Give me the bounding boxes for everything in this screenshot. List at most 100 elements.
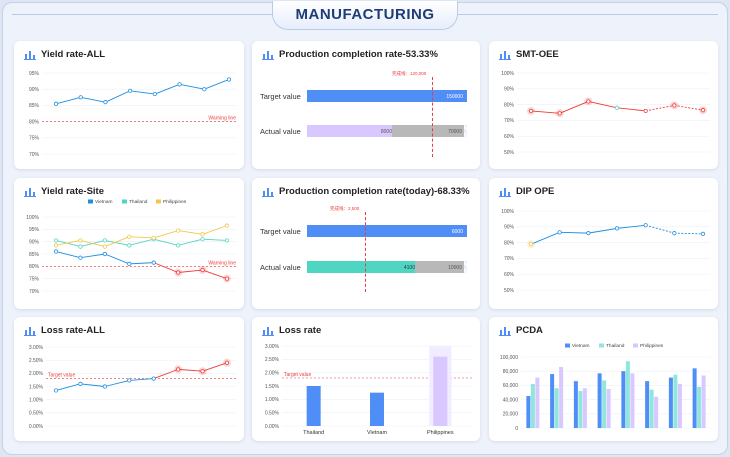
series-line-segment <box>105 90 131 103</box>
bar <box>573 381 578 428</box>
bar <box>606 388 611 428</box>
data-point <box>200 232 205 237</box>
data-point <box>151 235 156 241</box>
bar <box>433 356 448 426</box>
card-title: Loss rate-ALL <box>41 325 105 336</box>
card-yield-all: Yield rate-ALL 95% 90% 85% 80% 75% 70% Warning… <box>14 41 244 169</box>
bar <box>578 391 583 428</box>
y-tick-label: 90% <box>504 225 515 231</box>
data-point <box>224 360 230 365</box>
data-point <box>672 103 677 108</box>
page-title: MANUFACTURING <box>272 1 458 30</box>
y-tick-label: 1.50% <box>29 384 44 390</box>
y-tick-label: 80% <box>504 240 515 246</box>
y-tick-label: 3.00% <box>265 344 280 350</box>
chart-icon <box>499 327 511 336</box>
data-point <box>127 378 132 383</box>
series-line-segment <box>530 110 560 114</box>
threshold-label: Target value <box>284 372 311 378</box>
data-point <box>202 87 207 92</box>
bar <box>645 381 650 428</box>
series-line-segment <box>55 251 81 259</box>
y-tick-label: 0.00% <box>29 424 44 430</box>
actual-bar-b <box>392 125 464 137</box>
y-tick-label: 80% <box>29 119 40 125</box>
y-tick-label: 1.00% <box>29 397 44 403</box>
data-point <box>643 223 648 228</box>
data-point <box>643 108 648 114</box>
series-line-segment <box>104 239 130 246</box>
data-point <box>176 228 181 233</box>
y-tick-label: 2.00% <box>265 370 280 376</box>
legend-label: Thailand <box>606 343 625 349</box>
bar <box>597 373 602 428</box>
data-point <box>177 82 182 87</box>
data-point <box>127 261 132 266</box>
y-tick-label: 95% <box>29 227 40 233</box>
series-line-segment <box>129 238 154 246</box>
series-line-segment <box>179 83 205 90</box>
bar <box>535 377 540 428</box>
y-tick-label: 70% <box>29 289 40 295</box>
data-point <box>78 255 83 260</box>
data-point <box>78 238 83 243</box>
bar <box>625 361 630 428</box>
data-point <box>103 100 108 105</box>
header-line-left <box>12 14 274 15</box>
y-tick-label: 100% <box>501 71 514 77</box>
y-tick-label: 80% <box>29 264 40 270</box>
pcda-chart: 100,000 80,000 60,000 40,000 20,000 0 Vietnam T… <box>500 343 711 432</box>
series-line-segment <box>588 227 618 234</box>
chart-icon <box>262 327 274 336</box>
actual-value-b: 70000 <box>448 129 462 135</box>
dip-ope-chart: 100% 90% 80% 70% 60% 50% <box>501 209 710 294</box>
series-line-segment <box>202 269 228 280</box>
data-point <box>53 249 59 254</box>
series-line-segment <box>80 239 105 248</box>
series-line-segment <box>153 238 179 246</box>
y-tick-label: 100,000 <box>500 355 518 361</box>
target-value: 150000 <box>446 94 463 100</box>
data-point <box>176 243 181 248</box>
y-tick-label: 60% <box>504 272 515 278</box>
bar <box>668 377 673 428</box>
series-line-segment <box>129 262 154 265</box>
data-point <box>700 108 706 113</box>
y-tick-label: 70% <box>29 152 40 158</box>
x-tick-label: Vietnam <box>367 430 387 436</box>
card-title: Production completion rate(today)-68.33% <box>279 186 470 197</box>
y-tick-label: 0 <box>515 426 518 432</box>
data-point <box>151 260 156 265</box>
series-line-segment <box>80 383 105 387</box>
y-tick-label: 3.00% <box>29 345 44 351</box>
bar <box>697 386 702 428</box>
data-point <box>152 91 157 97</box>
completion-marker-label: 完成线：120,000 <box>392 71 427 76</box>
data-point <box>224 223 230 228</box>
series-line-segment <box>55 96 81 105</box>
data-point <box>200 267 205 273</box>
series-line-segment <box>204 79 230 90</box>
data-point <box>557 230 562 235</box>
data-point <box>128 88 133 93</box>
series-line-segment <box>178 269 203 273</box>
threshold-label: Warning line <box>208 260 236 266</box>
series-line-segment <box>616 224 646 229</box>
data-point <box>586 231 591 236</box>
series-line-segment <box>55 383 81 391</box>
legend-label: Philippines <box>640 343 664 349</box>
bar <box>530 383 535 428</box>
bar <box>550 374 555 428</box>
actual-value-a: 4100 <box>403 265 415 271</box>
series-line-segment <box>153 230 179 239</box>
series-line-segment <box>202 225 228 235</box>
data-point <box>200 369 205 374</box>
data-point <box>78 244 83 249</box>
completion-marker-line <box>432 77 433 157</box>
series-line-segment <box>104 253 130 265</box>
threshold-label: Target value <box>48 373 75 379</box>
data-point <box>557 111 562 116</box>
legend-swatch <box>633 343 638 348</box>
data-point <box>53 243 59 248</box>
series-line-segment <box>178 368 203 372</box>
